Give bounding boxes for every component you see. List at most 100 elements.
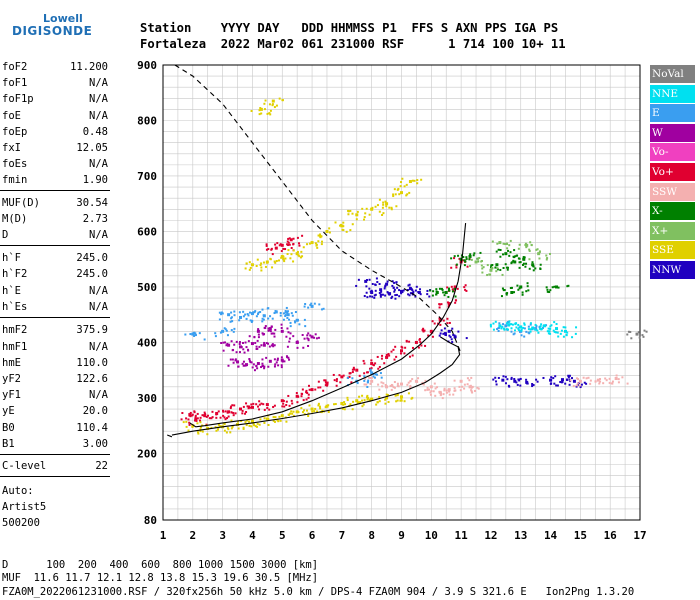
data-point-echo xyxy=(278,97,281,100)
data-point-echo xyxy=(549,289,552,292)
data-point-echo xyxy=(426,386,429,389)
data-point-echo xyxy=(219,331,222,334)
data-point-echo xyxy=(500,327,503,330)
data-point-echo xyxy=(283,360,286,363)
data-point-echo xyxy=(502,323,505,326)
data-point-echo xyxy=(289,321,292,324)
data-point-echo xyxy=(368,376,371,379)
data-point-echo xyxy=(307,393,310,396)
data-point-echo xyxy=(405,183,408,186)
data-point-echo xyxy=(443,387,446,390)
data-point-echo xyxy=(463,286,466,289)
data-point-echo xyxy=(244,267,247,270)
data-point-echo xyxy=(250,425,253,428)
data-point-echo xyxy=(275,361,278,364)
data-point-echo xyxy=(387,401,390,404)
data-point-echo xyxy=(376,401,379,404)
data-point-echo xyxy=(332,373,335,376)
data-point xyxy=(295,410,299,414)
data-point-echo xyxy=(302,399,305,402)
data-point-echo xyxy=(440,329,443,332)
param-row-15: hmF2 375.9 xyxy=(2,324,108,340)
param-row-5: fxI 12.05 xyxy=(2,142,108,158)
data-point-echo xyxy=(446,322,449,325)
data-point-echo xyxy=(220,313,223,316)
data-point-echo xyxy=(306,243,309,246)
data-point-echo xyxy=(267,417,270,420)
data-point-echo xyxy=(246,313,249,316)
data-point-echo xyxy=(291,402,294,405)
data-point-echo xyxy=(346,376,349,379)
data-point-echo xyxy=(282,402,285,405)
data-point-echo xyxy=(301,392,304,395)
data-point-echo xyxy=(429,391,432,394)
data-point xyxy=(388,292,392,296)
data-point-echo xyxy=(255,264,258,267)
data-point-echo xyxy=(319,386,322,389)
data-point-echo xyxy=(290,253,293,256)
param-value: 110.4 xyxy=(76,422,108,434)
data-point-echo xyxy=(539,263,542,266)
data-point-echo xyxy=(222,341,225,344)
data-point-echo xyxy=(259,107,262,110)
data-point xyxy=(447,388,451,392)
data-point-echo xyxy=(191,425,194,428)
data-point-echo xyxy=(406,193,409,196)
data-point-echo xyxy=(465,256,468,259)
data-point-echo xyxy=(237,420,240,423)
data-point-echo xyxy=(429,289,432,292)
data-point-echo xyxy=(254,425,257,428)
data-point-echo xyxy=(245,262,248,265)
data-point-echo xyxy=(518,287,521,290)
data-point-echo xyxy=(443,389,446,392)
data-point-echo xyxy=(417,346,420,349)
data-point-echo xyxy=(466,377,469,380)
legend-item: NNW xyxy=(650,261,695,279)
data-point-echo xyxy=(501,325,504,328)
data-point-echo xyxy=(237,361,240,364)
data-point-echo xyxy=(271,317,274,320)
data-point-echo xyxy=(250,403,253,406)
data-point-echo xyxy=(535,248,538,251)
data-point-echo xyxy=(532,384,535,387)
data-point-echo xyxy=(399,399,402,402)
data-point-echo xyxy=(519,261,522,264)
data-point-echo xyxy=(199,426,202,429)
y-tick-label: 700 xyxy=(137,170,157,183)
data-point-echo xyxy=(201,430,204,433)
data-point-echo xyxy=(454,295,457,298)
data-point-echo xyxy=(434,394,437,397)
data-point-echo xyxy=(271,103,274,106)
data-point-echo xyxy=(427,334,430,337)
data-point-echo xyxy=(283,260,286,263)
data-point-echo xyxy=(564,382,567,385)
data-point-echo xyxy=(610,382,613,385)
data-point-echo xyxy=(263,365,266,368)
data-point-echo xyxy=(181,412,184,415)
data-point-echo xyxy=(442,319,445,322)
data-point-echo xyxy=(290,399,293,402)
data-point-echo xyxy=(526,282,529,285)
data-point xyxy=(295,252,299,256)
data-point-echo xyxy=(637,331,640,334)
data-point-echo xyxy=(206,433,209,436)
data-point-echo xyxy=(369,382,372,385)
data-point-echo xyxy=(538,325,541,328)
data-point-echo xyxy=(286,327,289,330)
data-point-echo xyxy=(448,287,451,290)
data-point-echo xyxy=(224,418,227,421)
data-point-echo xyxy=(470,258,473,261)
data-point-echo xyxy=(501,287,504,290)
data-point-echo xyxy=(345,230,348,233)
data-point xyxy=(370,362,374,366)
data-point-echo xyxy=(320,243,323,246)
data-point-echo xyxy=(265,342,268,345)
data-point-echo xyxy=(524,242,527,245)
param-label: hmF2 xyxy=(2,324,28,336)
data-point-echo xyxy=(418,338,421,341)
data-point-echo xyxy=(393,290,396,293)
data-point-echo xyxy=(506,378,509,381)
data-point-echo xyxy=(261,317,264,320)
data-point-echo xyxy=(521,293,524,296)
data-point-echo xyxy=(514,255,517,258)
